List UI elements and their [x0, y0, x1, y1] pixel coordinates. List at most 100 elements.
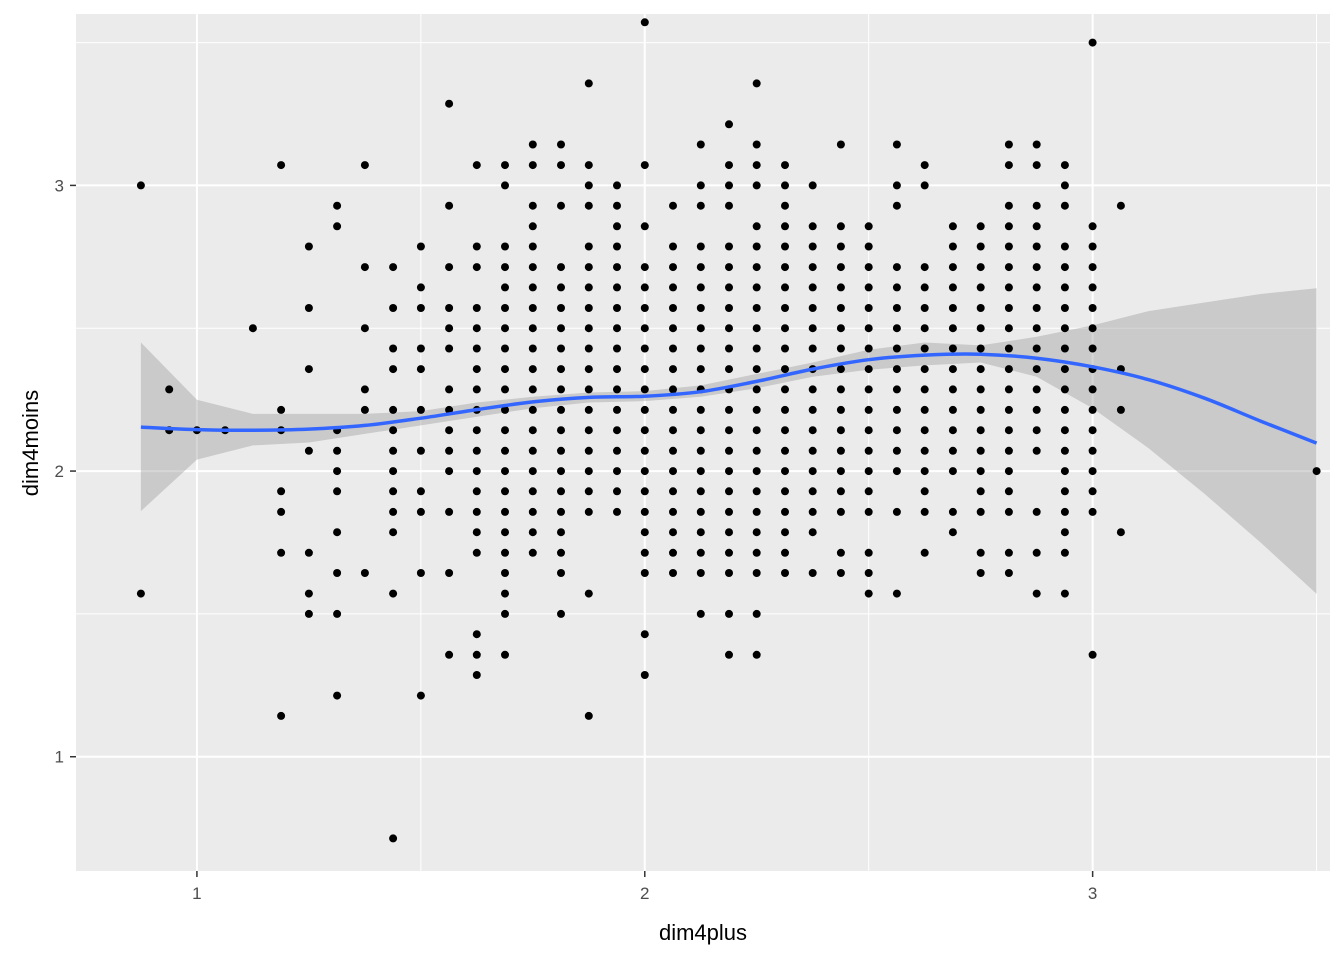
data-point	[1032, 283, 1041, 292]
data-point	[892, 263, 901, 272]
data-point	[501, 487, 509, 496]
data-point	[472, 161, 481, 170]
data-point	[528, 201, 537, 210]
data-point	[1060, 446, 1069, 455]
data-point	[696, 304, 705, 312]
data-point	[669, 263, 677, 272]
data-point	[725, 569, 733, 577]
data-point	[640, 548, 649, 557]
data-point	[808, 304, 817, 312]
data-point	[920, 161, 929, 170]
data-point	[528, 242, 537, 251]
data-point	[333, 609, 342, 618]
data-point	[892, 467, 901, 476]
data-point	[416, 507, 425, 516]
data-point	[333, 569, 342, 577]
data-point	[472, 630, 481, 639]
data-point	[920, 304, 929, 312]
data-point	[1004, 344, 1013, 353]
data-point	[948, 283, 957, 292]
data-point	[389, 304, 398, 312]
x-axis-tick-labels: 1 2 3	[192, 884, 1097, 903]
data-point	[528, 283, 537, 292]
data-point	[1088, 650, 1097, 659]
data-point	[892, 304, 901, 312]
data-point	[304, 589, 313, 598]
data-point	[304, 242, 313, 251]
data-point	[472, 467, 481, 476]
data-point	[864, 548, 873, 557]
data-point	[1088, 405, 1097, 414]
data-point	[725, 161, 733, 170]
data-point	[669, 242, 677, 251]
data-point	[1004, 548, 1013, 557]
data-point	[836, 263, 845, 272]
data-point	[1032, 242, 1041, 251]
data-point	[836, 405, 845, 414]
data-point	[781, 161, 789, 170]
data-point	[892, 405, 901, 414]
data-point	[948, 426, 957, 435]
data-point	[1116, 528, 1125, 537]
data-point	[725, 304, 733, 312]
data-point	[333, 528, 342, 537]
data-point	[360, 385, 369, 394]
data-point	[696, 609, 705, 618]
data-point	[976, 263, 985, 272]
data-point	[976, 385, 985, 394]
data-point	[528, 548, 537, 557]
data-point	[1088, 385, 1097, 394]
data-point	[640, 263, 649, 272]
data-point	[948, 324, 957, 333]
data-point	[669, 304, 677, 312]
data-point	[669, 569, 677, 577]
data-point	[920, 181, 929, 190]
data-point	[501, 467, 509, 476]
data-point	[557, 283, 565, 292]
data-point	[725, 650, 733, 659]
data-point	[864, 324, 873, 333]
data-point	[389, 834, 398, 843]
data-point	[584, 507, 593, 516]
data-point	[781, 467, 789, 476]
data-point	[640, 405, 649, 414]
data-point	[892, 385, 901, 394]
data-point	[752, 161, 761, 170]
data-point	[1032, 222, 1041, 231]
data-point	[389, 487, 398, 496]
data-point	[669, 467, 677, 476]
data-point	[696, 569, 705, 577]
data-point	[613, 365, 621, 374]
data-point	[808, 507, 817, 516]
data-point	[501, 385, 509, 394]
data-point	[1004, 365, 1013, 374]
data-point	[752, 283, 761, 292]
data-point	[864, 283, 873, 292]
data-point	[528, 222, 537, 231]
y-axis-ticks	[70, 184, 76, 758]
data-point	[669, 365, 677, 374]
data-point	[669, 283, 677, 292]
data-point	[640, 304, 649, 312]
data-point	[472, 548, 481, 557]
data-point	[892, 283, 901, 292]
data-point	[1032, 324, 1041, 333]
data-point	[864, 487, 873, 496]
data-point	[836, 140, 845, 149]
data-point	[528, 467, 537, 476]
data-point	[752, 507, 761, 516]
data-point	[1004, 385, 1013, 394]
data-point	[528, 385, 537, 394]
data-point	[948, 242, 957, 251]
data-point	[948, 446, 957, 455]
data-point	[445, 467, 454, 476]
data-point	[725, 344, 733, 353]
data-point	[416, 487, 425, 496]
data-point	[781, 507, 789, 516]
data-point	[696, 263, 705, 272]
data-point	[1004, 263, 1013, 272]
data-point	[976, 446, 985, 455]
data-point	[781, 324, 789, 333]
data-point	[557, 548, 565, 557]
